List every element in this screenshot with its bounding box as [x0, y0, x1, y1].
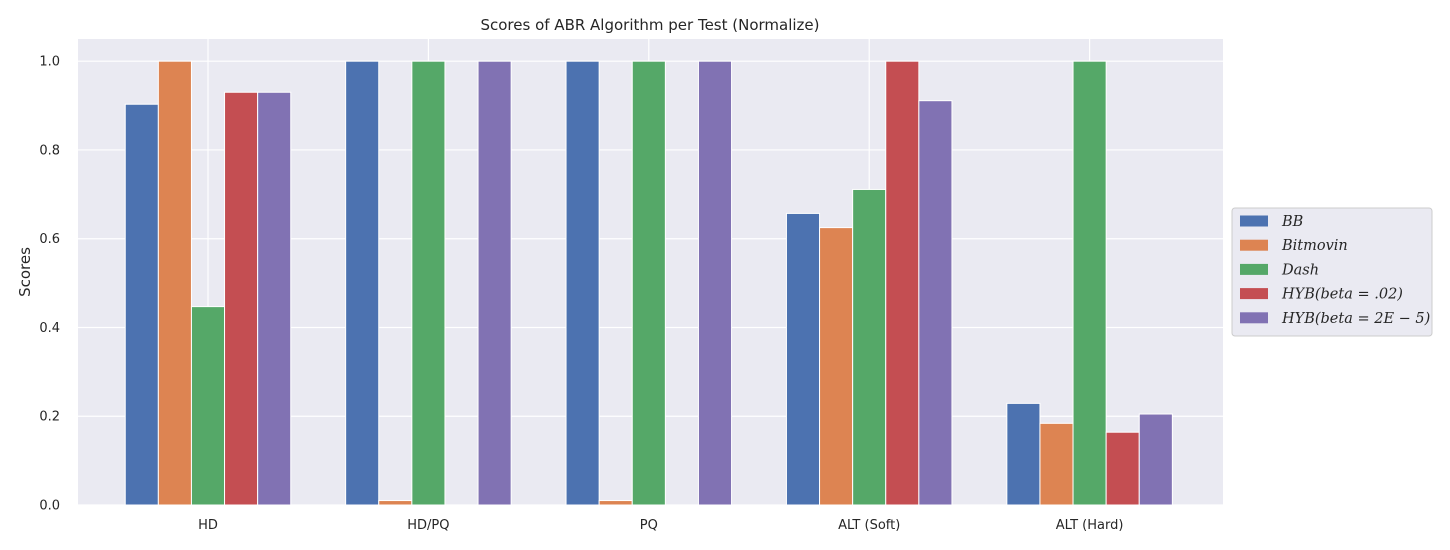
bar	[190, 306, 226, 506]
bar	[1138, 413, 1173, 506]
y-tick-label: 0.2	[39, 410, 60, 425]
y-tick-label: 0.8	[39, 143, 60, 158]
bar	[852, 188, 887, 506]
y-tick-label: 1.0	[39, 55, 60, 70]
legend: BB Bitmovin Dash HYB(beta = .02) HYB(beta = …	[1231, 207, 1433, 337]
legend-label: BB	[1281, 214, 1304, 230]
bar	[697, 60, 733, 506]
bar	[819, 227, 854, 506]
x-tick-label: ALT (Soft)	[838, 518, 900, 533]
y-tick-label: 0.4	[39, 321, 60, 336]
legend-swatch	[1240, 239, 1268, 251]
y-tick-label: 0.0	[39, 499, 60, 514]
y-axis-label: Scores	[16, 247, 34, 297]
bars	[124, 60, 1173, 506]
bar	[224, 91, 259, 506]
chart-title: Scores of ABR Algorithm per Test (Normal…	[480, 16, 819, 34]
legend-swatch	[1240, 215, 1268, 227]
bar	[345, 60, 380, 506]
bar	[1105, 431, 1140, 506]
x-tick-label: HD	[198, 518, 218, 533]
bar	[1006, 402, 1041, 506]
x-tick-label: PQ	[640, 518, 658, 533]
bar	[124, 103, 159, 506]
legend-swatch	[1240, 263, 1268, 275]
bar	[598, 500, 633, 506]
bar	[631, 60, 666, 506]
x-tick-label: ALT (Hard)	[1056, 518, 1124, 533]
bar	[477, 60, 512, 506]
bar	[411, 60, 446, 506]
legend-label: HYB(beta = .02)	[1281, 287, 1403, 303]
bar	[378, 500, 413, 506]
legend-swatch	[1240, 312, 1268, 324]
y-tick-label: 0.6	[39, 232, 60, 247]
legend-swatch	[1240, 288, 1268, 300]
legend-label: Dash	[1281, 262, 1319, 278]
bar	[1039, 422, 1074, 506]
bar	[785, 212, 821, 506]
x-tick-labels: HD HD/PQ PQ ALT (Soft) ALT (Hard)	[198, 518, 1123, 533]
bar	[1072, 60, 1107, 506]
y-tick-labels: 0.0 0.2 0.4 0.6 0.8 1.0	[39, 55, 60, 514]
legend-label: HYB(beta = 2E − 5)	[1281, 311, 1430, 327]
bar	[565, 60, 600, 506]
x-tick-label: HD/PQ	[407, 518, 449, 533]
bar	[885, 60, 920, 506]
bar	[257, 91, 292, 506]
legend-box	[1231, 207, 1433, 337]
legend-label: Bitmovin	[1281, 238, 1348, 254]
bar	[918, 100, 953, 506]
bar	[157, 60, 192, 506]
